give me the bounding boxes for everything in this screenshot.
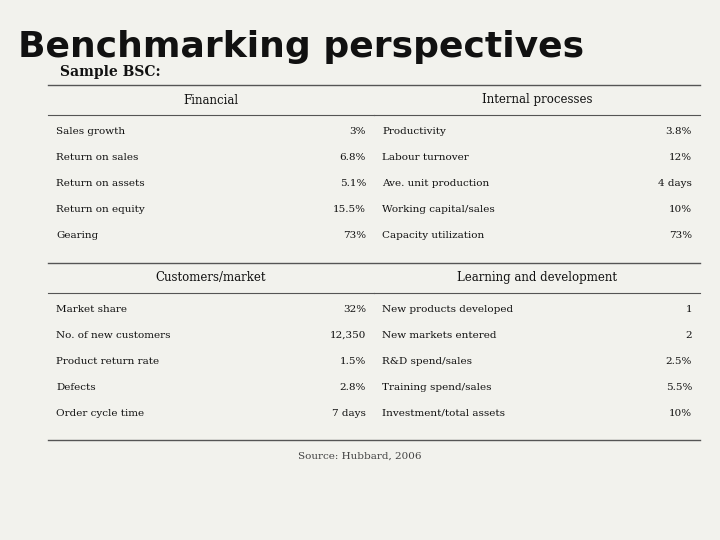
Text: Order cycle time: Order cycle time xyxy=(56,409,144,418)
Text: 32%: 32% xyxy=(343,305,366,314)
Text: 3.8%: 3.8% xyxy=(665,127,692,137)
Text: Defects: Defects xyxy=(56,383,96,392)
Text: Productivity: Productivity xyxy=(382,127,446,137)
Text: Source: Hubbard, 2006: Source: Hubbard, 2006 xyxy=(298,452,422,461)
Text: Ave. unit production: Ave. unit production xyxy=(382,179,490,188)
Text: R&D spend/sales: R&D spend/sales xyxy=(382,357,472,366)
Text: 2.5%: 2.5% xyxy=(665,357,692,366)
Text: 12,350: 12,350 xyxy=(330,331,366,340)
Text: Training spend/sales: Training spend/sales xyxy=(382,383,492,392)
Text: 73%: 73% xyxy=(669,232,692,240)
Text: 1.5%: 1.5% xyxy=(340,357,366,366)
Text: Return on sales: Return on sales xyxy=(56,153,138,163)
Text: Gearing: Gearing xyxy=(56,232,98,240)
Text: 3%: 3% xyxy=(349,127,366,137)
Text: 2.8%: 2.8% xyxy=(340,383,366,392)
Text: Sales growth: Sales growth xyxy=(56,127,125,137)
Text: Investment/total assets: Investment/total assets xyxy=(382,409,505,418)
Text: 5.1%: 5.1% xyxy=(340,179,366,188)
Text: Benchmarking perspectives: Benchmarking perspectives xyxy=(18,30,584,64)
Text: 5.5%: 5.5% xyxy=(665,383,692,392)
Text: 10%: 10% xyxy=(669,409,692,418)
Text: 2: 2 xyxy=(685,331,692,340)
Text: Internal processes: Internal processes xyxy=(482,93,593,106)
Text: 1: 1 xyxy=(685,305,692,314)
Text: 7 days: 7 days xyxy=(332,409,366,418)
Text: New products developed: New products developed xyxy=(382,305,513,314)
Text: Working capital/sales: Working capital/sales xyxy=(382,205,495,214)
Text: No. of new customers: No. of new customers xyxy=(56,331,171,340)
Text: Learning and development: Learning and development xyxy=(457,271,617,284)
Text: New markets entered: New markets entered xyxy=(382,331,497,340)
Text: Financial: Financial xyxy=(184,93,238,106)
Text: 6.8%: 6.8% xyxy=(340,153,366,163)
Text: Sample BSC:: Sample BSC: xyxy=(60,65,161,79)
Text: Capacity utilization: Capacity utilization xyxy=(382,232,485,240)
Text: Customers/market: Customers/market xyxy=(156,271,266,284)
Text: 4 days: 4 days xyxy=(658,179,692,188)
Text: Labour turnover: Labour turnover xyxy=(382,153,469,163)
Text: Product return rate: Product return rate xyxy=(56,357,159,366)
Text: 12%: 12% xyxy=(669,153,692,163)
Text: Market share: Market share xyxy=(56,305,127,314)
Text: 15.5%: 15.5% xyxy=(333,205,366,214)
Text: 10%: 10% xyxy=(669,205,692,214)
Text: Return on equity: Return on equity xyxy=(56,205,145,214)
Text: Return on assets: Return on assets xyxy=(56,179,145,188)
Text: 73%: 73% xyxy=(343,232,366,240)
